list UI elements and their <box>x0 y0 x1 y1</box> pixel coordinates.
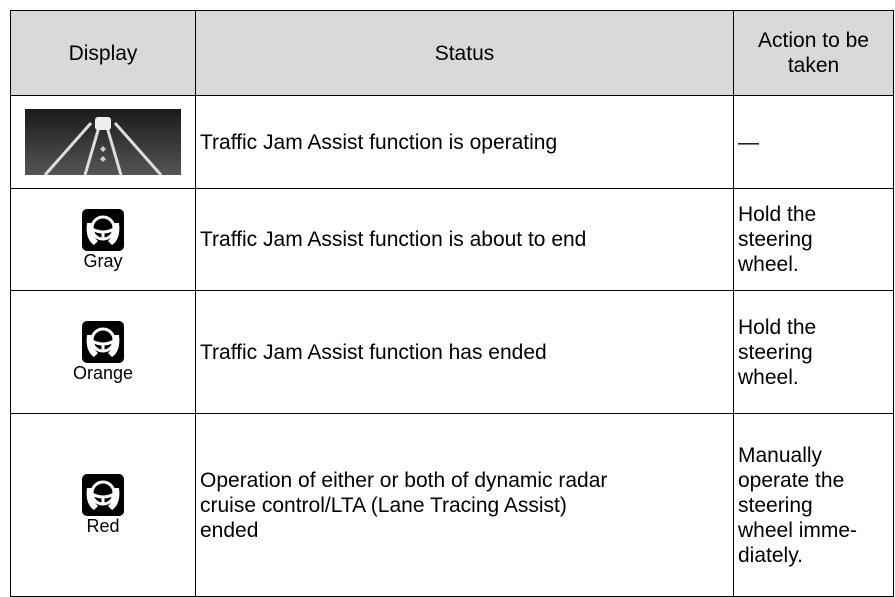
display-cell <box>10 95 196 189</box>
action-cell: Hold the steering wheel. <box>733 290 894 414</box>
table-body: Traffic Jam Assist function is operating… <box>10 95 894 597</box>
action-line: wheel. <box>738 253 799 276</box>
status-table: Display Status Action to be taken Traffi… <box>10 10 894 597</box>
status-line: ended <box>200 518 259 542</box>
status-line: Operation of either or both of dynamic r… <box>200 468 608 492</box>
color-label: Gray <box>83 250 123 271</box>
action-line: Hold the <box>738 315 817 339</box>
table-row: Orange Traffic Jam Assist function has en… <box>10 290 894 414</box>
header-action-line: taken <box>787 54 840 77</box>
status-line: Traffic Jam Assist function is about to … <box>200 228 587 251</box>
action-line: wheel. <box>738 365 799 389</box>
action-line: diately. <box>738 543 803 567</box>
status-cell: Traffic Jam Assist function is about to … <box>195 188 734 291</box>
color-label: Orange <box>72 363 134 383</box>
action-cell: — <box>733 95 894 189</box>
status-cell: Traffic Jam Assist function is operating <box>195 95 734 189</box>
status-cell: Operation of either or both of dynamic r… <box>195 413 734 597</box>
display-cell: Gray <box>10 188 196 291</box>
header-display: Display <box>10 10 196 96</box>
action-line: — <box>738 130 759 154</box>
action-line: steering <box>738 228 813 251</box>
status-line: cruise control/LTA (Lane Tracing Assist) <box>200 493 567 517</box>
header-status: Status <box>195 10 734 96</box>
action-cell: Manually operate the steering wheel imme-di… <box>733 413 894 597</box>
header-row: Display Status Action to be taken <box>10 10 894 96</box>
action-cell: Hold the steering wheel. <box>733 188 894 291</box>
road-icon <box>25 109 181 175</box>
header-action: Action to be taken <box>733 10 894 96</box>
status-cell: Traffic Jam Assist function has ended <box>195 290 734 414</box>
action-line: wheel imme- <box>738 518 858 542</box>
wheel-icon <box>82 321 124 363</box>
status-line: Traffic Jam Assist function has ended <box>200 340 547 364</box>
action-line: Hold the <box>738 203 817 226</box>
header-action-line: Action to be <box>758 29 869 52</box>
display-cell: Orange <box>10 290 196 414</box>
color-label: Red <box>86 516 120 536</box>
table-row: Traffic Jam Assist function is operating… <box>10 95 894 189</box>
table-row: Gray Traffic Jam Assist function is about… <box>10 188 894 291</box>
wheel-icon <box>82 474 124 516</box>
status-line: Traffic Jam Assist function is operating <box>200 130 558 154</box>
action-line: operate the <box>738 468 845 492</box>
action-line: steering <box>738 340 813 364</box>
action-line: Manually <box>738 443 823 467</box>
action-line: steering <box>738 493 813 517</box>
display-cell: Red <box>10 413 196 597</box>
wheel-icon <box>82 208 124 251</box>
table-row: Red Operation of either or both of dynami… <box>10 413 894 597</box>
